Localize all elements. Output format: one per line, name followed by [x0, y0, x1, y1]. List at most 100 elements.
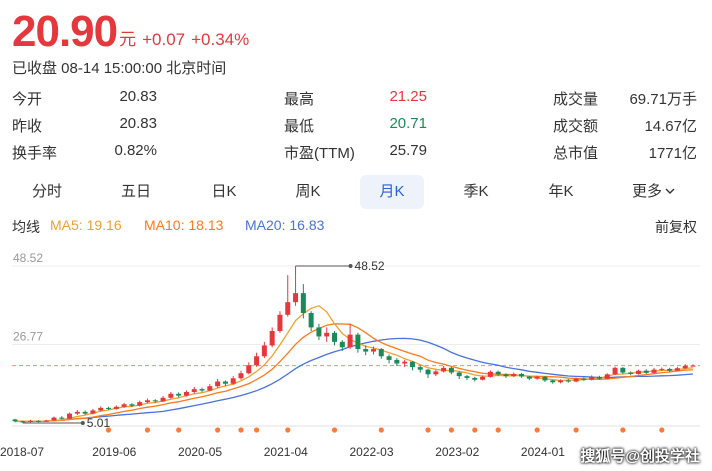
adjust-toggle[interactable]: 前复权 [655, 219, 697, 235]
candle-body [628, 372, 634, 374]
stat-value: 25.79 [389, 142, 427, 159]
candle-body [667, 368, 673, 371]
candle-body [472, 377, 478, 380]
stat-value: 20.71 [389, 115, 427, 132]
candle-body [573, 378, 579, 382]
candle-body [316, 327, 322, 337]
candle-body [503, 374, 509, 377]
candle-body [526, 376, 532, 379]
candle-body [90, 410, 96, 414]
candle-body [215, 381, 221, 387]
event-marker [495, 427, 501, 433]
candle-body [558, 380, 564, 383]
candle-body [635, 370, 641, 374]
candle-body [51, 417, 57, 421]
tab-weekly-k[interactable]: 周K [295, 183, 321, 200]
x-tick-label: 2021-04 [264, 445, 308, 459]
candle-body [28, 420, 34, 422]
ma5-line [15, 305, 694, 422]
candle-body [456, 372, 462, 377]
candle-body [82, 411, 88, 414]
candle-body [448, 367, 454, 373]
candle-body [495, 371, 501, 375]
stat-value: 1771亿 [648, 145, 697, 162]
candle-body [620, 367, 626, 373]
event-marker [176, 427, 182, 433]
stat-value: 69.71万手 [629, 91, 697, 108]
x-tick-label: 2023-02 [435, 445, 479, 459]
price-change-pct: +0.34% [191, 30, 250, 49]
candle-body [417, 367, 423, 370]
candle-body [20, 421, 26, 423]
tab-daily-k[interactable]: 日K [211, 183, 237, 200]
candle-body [152, 400, 158, 402]
candle-body [308, 312, 314, 328]
candle-body [682, 365, 688, 369]
event-marker [253, 427, 260, 433]
x-tick-label: 2019-06 [92, 445, 136, 459]
price-unit: 元 [119, 30, 137, 49]
candle-body [106, 407, 112, 409]
chevron-down-icon [665, 188, 675, 194]
candle-body [121, 404, 127, 407]
tab-more[interactable]: 更多 [618, 175, 688, 209]
candle-body [409, 361, 415, 368]
x-tick-label: 2022-03 [349, 445, 393, 459]
stat-label: 换手率 [12, 145, 58, 162]
event-marker [105, 427, 112, 433]
stat-label: 今开 [12, 91, 43, 108]
candle-body [402, 361, 408, 364]
candle-body [433, 371, 439, 375]
stat-label: 最高 [284, 91, 315, 108]
candle-body [67, 413, 73, 419]
candle-body [394, 359, 400, 364]
stat-value: 0.82% [114, 142, 157, 159]
x-tick-label: 2020-05 [178, 445, 222, 459]
candle-body [230, 378, 236, 384]
candle-body [59, 417, 65, 419]
stat-value: 21.25 [389, 88, 427, 105]
candle-body [113, 406, 119, 409]
watermark: 搜狐号@创投学社 [580, 448, 700, 465]
legend-ma5: MA5: 19.16 [50, 217, 122, 233]
candle-body [300, 293, 306, 313]
event-marker [472, 427, 478, 433]
candle-body [261, 345, 267, 357]
stat-label: 最低 [284, 118, 315, 135]
x-tick-label: 2018-07 [0, 445, 44, 459]
tab-intraday[interactable]: 分时 [31, 183, 62, 200]
tab-monthly-k[interactable]: 月K [360, 175, 424, 209]
candle-body [74, 411, 80, 414]
ma10-line [14, 323, 694, 423]
event-marker [331, 427, 338, 433]
candle-body [238, 373, 244, 379]
tab-five-day[interactable]: 五日 [120, 183, 151, 200]
stat-label: 总市值 [553, 145, 599, 162]
candle-body [277, 314, 283, 332]
candle-body [690, 365, 696, 367]
event-marker [144, 427, 151, 433]
candle-body [160, 397, 166, 402]
candle-body [207, 386, 213, 391]
tab-more-label: 更多 [631, 183, 662, 200]
max-pointer-dot [348, 264, 353, 268]
candle-body [581, 378, 587, 380]
event-marker [659, 427, 665, 433]
candle-body [332, 332, 338, 342]
candle-body [347, 334, 353, 348]
candle-body [144, 400, 150, 403]
candle-body [425, 369, 431, 375]
tab-quarterly-k[interactable]: 季K [463, 183, 489, 200]
candle-body [612, 367, 618, 375]
candle-body [363, 349, 369, 352]
y-tick-label: 26.77 [13, 329, 43, 343]
candle-body [659, 368, 665, 370]
market-status: 已收盘 08-14 15:00:00 北京时间 [12, 60, 227, 77]
tab-yearly-k[interactable]: 年K [548, 183, 574, 200]
candle-body [643, 370, 649, 373]
event-marker [215, 427, 221, 433]
event-marker [425, 427, 431, 433]
event-marker [620, 427, 626, 433]
candle-body [324, 332, 330, 337]
